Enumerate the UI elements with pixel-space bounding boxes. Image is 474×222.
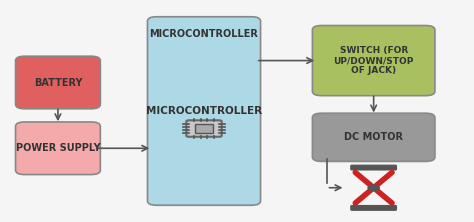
FancyBboxPatch shape [195,124,213,133]
FancyBboxPatch shape [16,56,100,109]
FancyBboxPatch shape [186,120,222,137]
FancyBboxPatch shape [16,122,100,174]
FancyBboxPatch shape [312,113,435,161]
Text: SWITCH (FOR
UP/DOWN/STOP
OF JACK): SWITCH (FOR UP/DOWN/STOP OF JACK) [334,46,414,75]
Text: POWER SUPPLY: POWER SUPPLY [16,143,100,153]
FancyBboxPatch shape [312,26,435,96]
FancyBboxPatch shape [351,206,397,210]
Text: BATTERY: BATTERY [34,77,82,87]
Circle shape [368,185,379,190]
Text: DC MOTOR: DC MOTOR [344,132,403,142]
FancyBboxPatch shape [147,17,261,205]
FancyBboxPatch shape [351,165,397,170]
Text: MICROCONTROLLER: MICROCONTROLLER [150,29,258,39]
Text: MICROCONTROLLER: MICROCONTROLLER [146,106,262,116]
